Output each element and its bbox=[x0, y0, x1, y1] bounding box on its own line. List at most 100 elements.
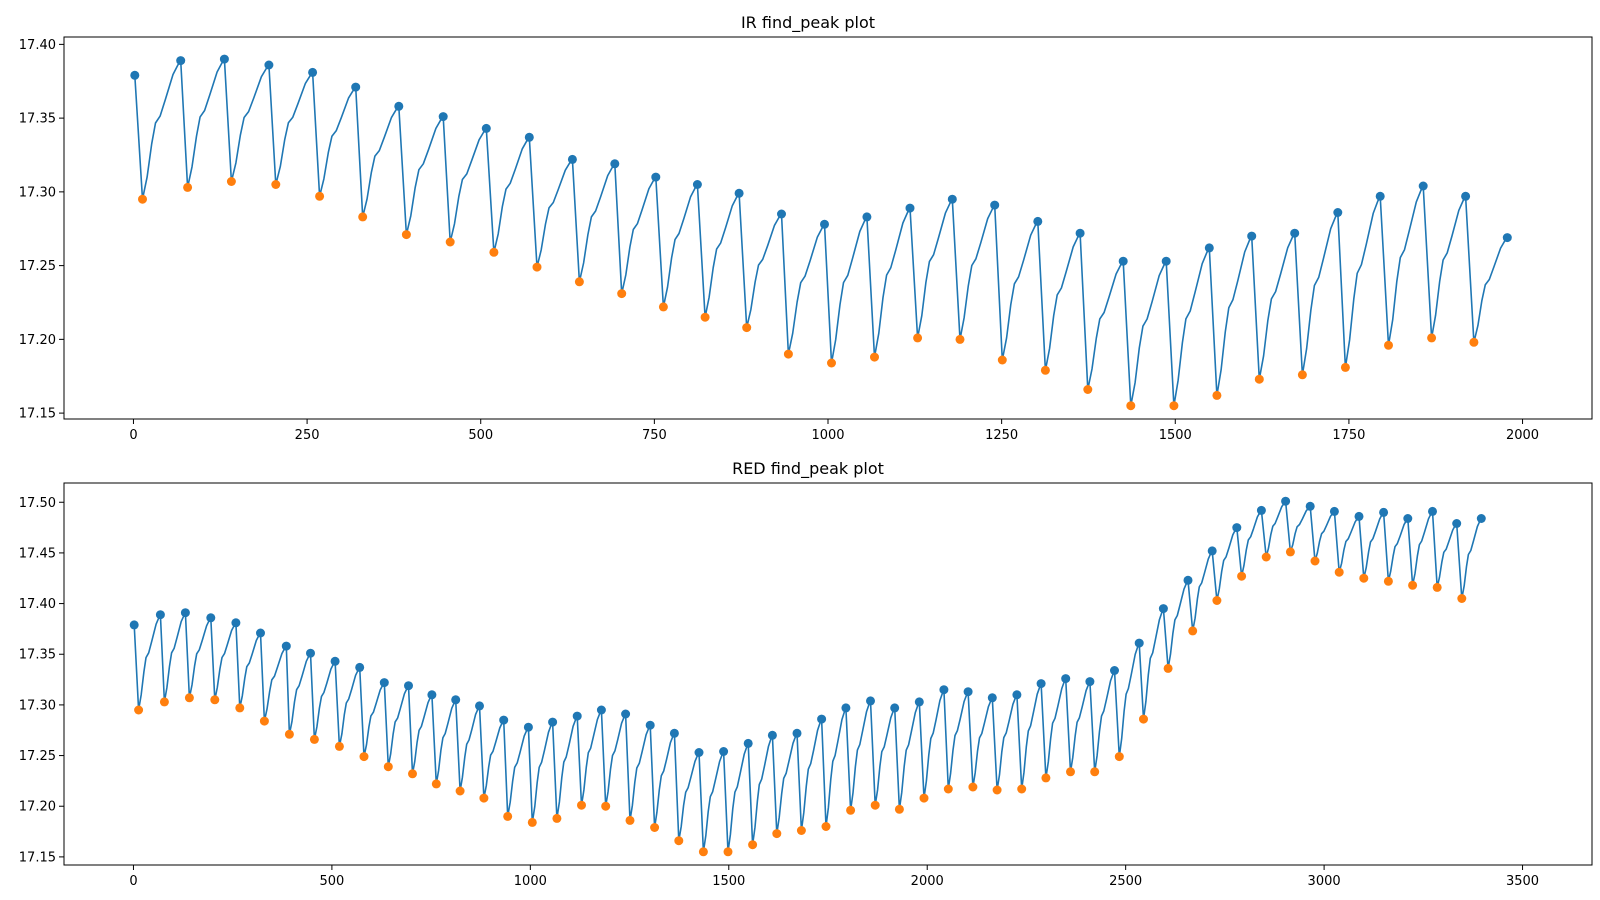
red-trough-marker bbox=[1114, 752, 1124, 762]
red-peak-marker bbox=[645, 720, 655, 730]
ir-signal-line bbox=[134, 58, 1508, 407]
red-peak-marker bbox=[963, 687, 973, 697]
red-trough-marker bbox=[259, 716, 269, 726]
red-peak-marker bbox=[231, 618, 241, 628]
red-chart-title: RED find_peak plot bbox=[732, 459, 884, 479]
ir-peak-marker bbox=[264, 60, 274, 70]
ir-y-tick-label: 17.40 bbox=[19, 38, 56, 53]
red-peak-marker bbox=[129, 620, 139, 630]
ir-peak-marker bbox=[1333, 208, 1343, 217]
red-trough-marker bbox=[1334, 567, 1344, 577]
red-peak-marker bbox=[1452, 519, 1462, 528]
red-y-tick-label: 17.35 bbox=[19, 648, 56, 663]
red-peak-marker bbox=[355, 662, 365, 672]
red-peak-marker bbox=[743, 738, 753, 748]
red-trough-marker bbox=[919, 793, 929, 803]
red-peak-marker bbox=[1428, 506, 1437, 516]
ir-plot-area: 0 250 500 750 1000 1250 1500 1750 2000 17.15 17.20… bbox=[19, 36, 1593, 443]
red-trough-marker bbox=[1066, 767, 1075, 777]
ir-trough-marker bbox=[1212, 390, 1222, 400]
red-peak-marker bbox=[1061, 674, 1071, 684]
ir-chart-title: IR find_peak plot bbox=[741, 13, 875, 33]
red-x-tick-label: 1000 bbox=[514, 874, 547, 889]
red-trough-marker bbox=[943, 784, 953, 794]
red-trough-marker bbox=[159, 697, 169, 707]
red-y-tick-label: 17.25 bbox=[19, 749, 56, 764]
ir-trough-marker bbox=[315, 191, 325, 201]
red-trough-marker bbox=[846, 805, 856, 815]
ir-peak-marker bbox=[130, 70, 140, 80]
ir-peak-marker bbox=[947, 194, 957, 204]
red-trough-marker bbox=[1408, 580, 1418, 590]
red-peak-marker bbox=[1256, 505, 1266, 515]
ir-x-tick-label: 500 bbox=[468, 428, 493, 443]
red-peak-marker bbox=[256, 628, 265, 638]
red-peak-marker bbox=[404, 681, 413, 691]
ir-peak-marker bbox=[176, 56, 186, 66]
red-trough-marker bbox=[723, 847, 733, 857]
red-peak-marker bbox=[1403, 514, 1413, 523]
red-peak-marker bbox=[330, 656, 340, 666]
red-trough-marker bbox=[1457, 594, 1467, 603]
red-trough-marker bbox=[1432, 582, 1442, 592]
red-trough-marker bbox=[1139, 714, 1148, 724]
ir-peak-marker bbox=[990, 200, 1000, 210]
red-peak-marker bbox=[548, 717, 558, 727]
red-trough-marker bbox=[479, 793, 489, 803]
red-trough-marker bbox=[383, 762, 393, 772]
red-trough-marker bbox=[1310, 556, 1320, 566]
ir-trough-marker bbox=[1126, 401, 1136, 411]
red-trough-marker bbox=[748, 840, 758, 850]
red-trough-marker bbox=[1237, 571, 1247, 581]
red-peak-marker bbox=[572, 711, 582, 721]
ir-trough-marker bbox=[401, 230, 411, 240]
ir-peak-marker bbox=[524, 132, 534, 142]
red-trough-marker bbox=[359, 752, 369, 762]
red-peak-marker bbox=[379, 678, 389, 688]
red-x-tick-label: 1500 bbox=[712, 874, 745, 889]
ir-x-tick-label: 250 bbox=[295, 428, 320, 443]
red-peak-marker bbox=[1354, 511, 1364, 521]
red-trough-marker bbox=[821, 822, 831, 831]
ir-trough-marker bbox=[827, 358, 836, 368]
red-trough-marker bbox=[309, 734, 319, 744]
red-peak-marker bbox=[1379, 507, 1389, 517]
red-trough-marker bbox=[527, 817, 537, 827]
red-peak-marker bbox=[987, 693, 997, 703]
red-x-tick-label: 3500 bbox=[1506, 874, 1539, 889]
red-trough-marker bbox=[284, 729, 294, 739]
red-trough-marker bbox=[1359, 573, 1369, 583]
ir-peak-marker bbox=[651, 172, 661, 182]
ir-peak-marker bbox=[1418, 181, 1428, 191]
ir-x-tick-label: 1500 bbox=[1159, 428, 1192, 443]
ir-trough-marker bbox=[1169, 401, 1179, 411]
ir-peak-marker bbox=[820, 219, 829, 229]
red-trough-marker bbox=[870, 800, 880, 810]
red-x-tick-label: 2500 bbox=[1109, 874, 1142, 889]
red-trough-marker bbox=[1261, 552, 1271, 562]
red-trough-marker bbox=[796, 826, 806, 835]
ir-trough-marker bbox=[742, 323, 752, 333]
red-axes-frame bbox=[63, 482, 1593, 866]
ir-y-tick-label: 17.20 bbox=[19, 333, 56, 348]
ir-x-tick-label: 750 bbox=[642, 428, 667, 443]
red-x-tick-label: 0 bbox=[129, 874, 137, 889]
ir-peak-marker bbox=[438, 112, 448, 122]
ir-trough-marker bbox=[1083, 385, 1093, 394]
ir-trough-marker bbox=[183, 182, 193, 192]
red-peak-marker bbox=[866, 696, 875, 706]
ir-trough-marker bbox=[997, 355, 1007, 365]
ir-trough-marker bbox=[783, 349, 793, 359]
ir-peak-marker bbox=[1290, 228, 1300, 238]
red-peak-marker bbox=[817, 714, 827, 724]
ir-x-tick-label: 2000 bbox=[1506, 428, 1539, 443]
red-trough-marker bbox=[235, 703, 245, 713]
ir-peak-marker bbox=[308, 67, 318, 77]
ir-x-tick-label: 1000 bbox=[811, 428, 844, 443]
red-peak-marker bbox=[621, 709, 631, 719]
ir-trough-marker bbox=[1297, 370, 1307, 380]
ir-peak-marker bbox=[1033, 216, 1043, 226]
red-trough-marker bbox=[210, 695, 220, 705]
red-trough-marker bbox=[431, 779, 441, 789]
ir-trough-marker bbox=[574, 277, 584, 287]
